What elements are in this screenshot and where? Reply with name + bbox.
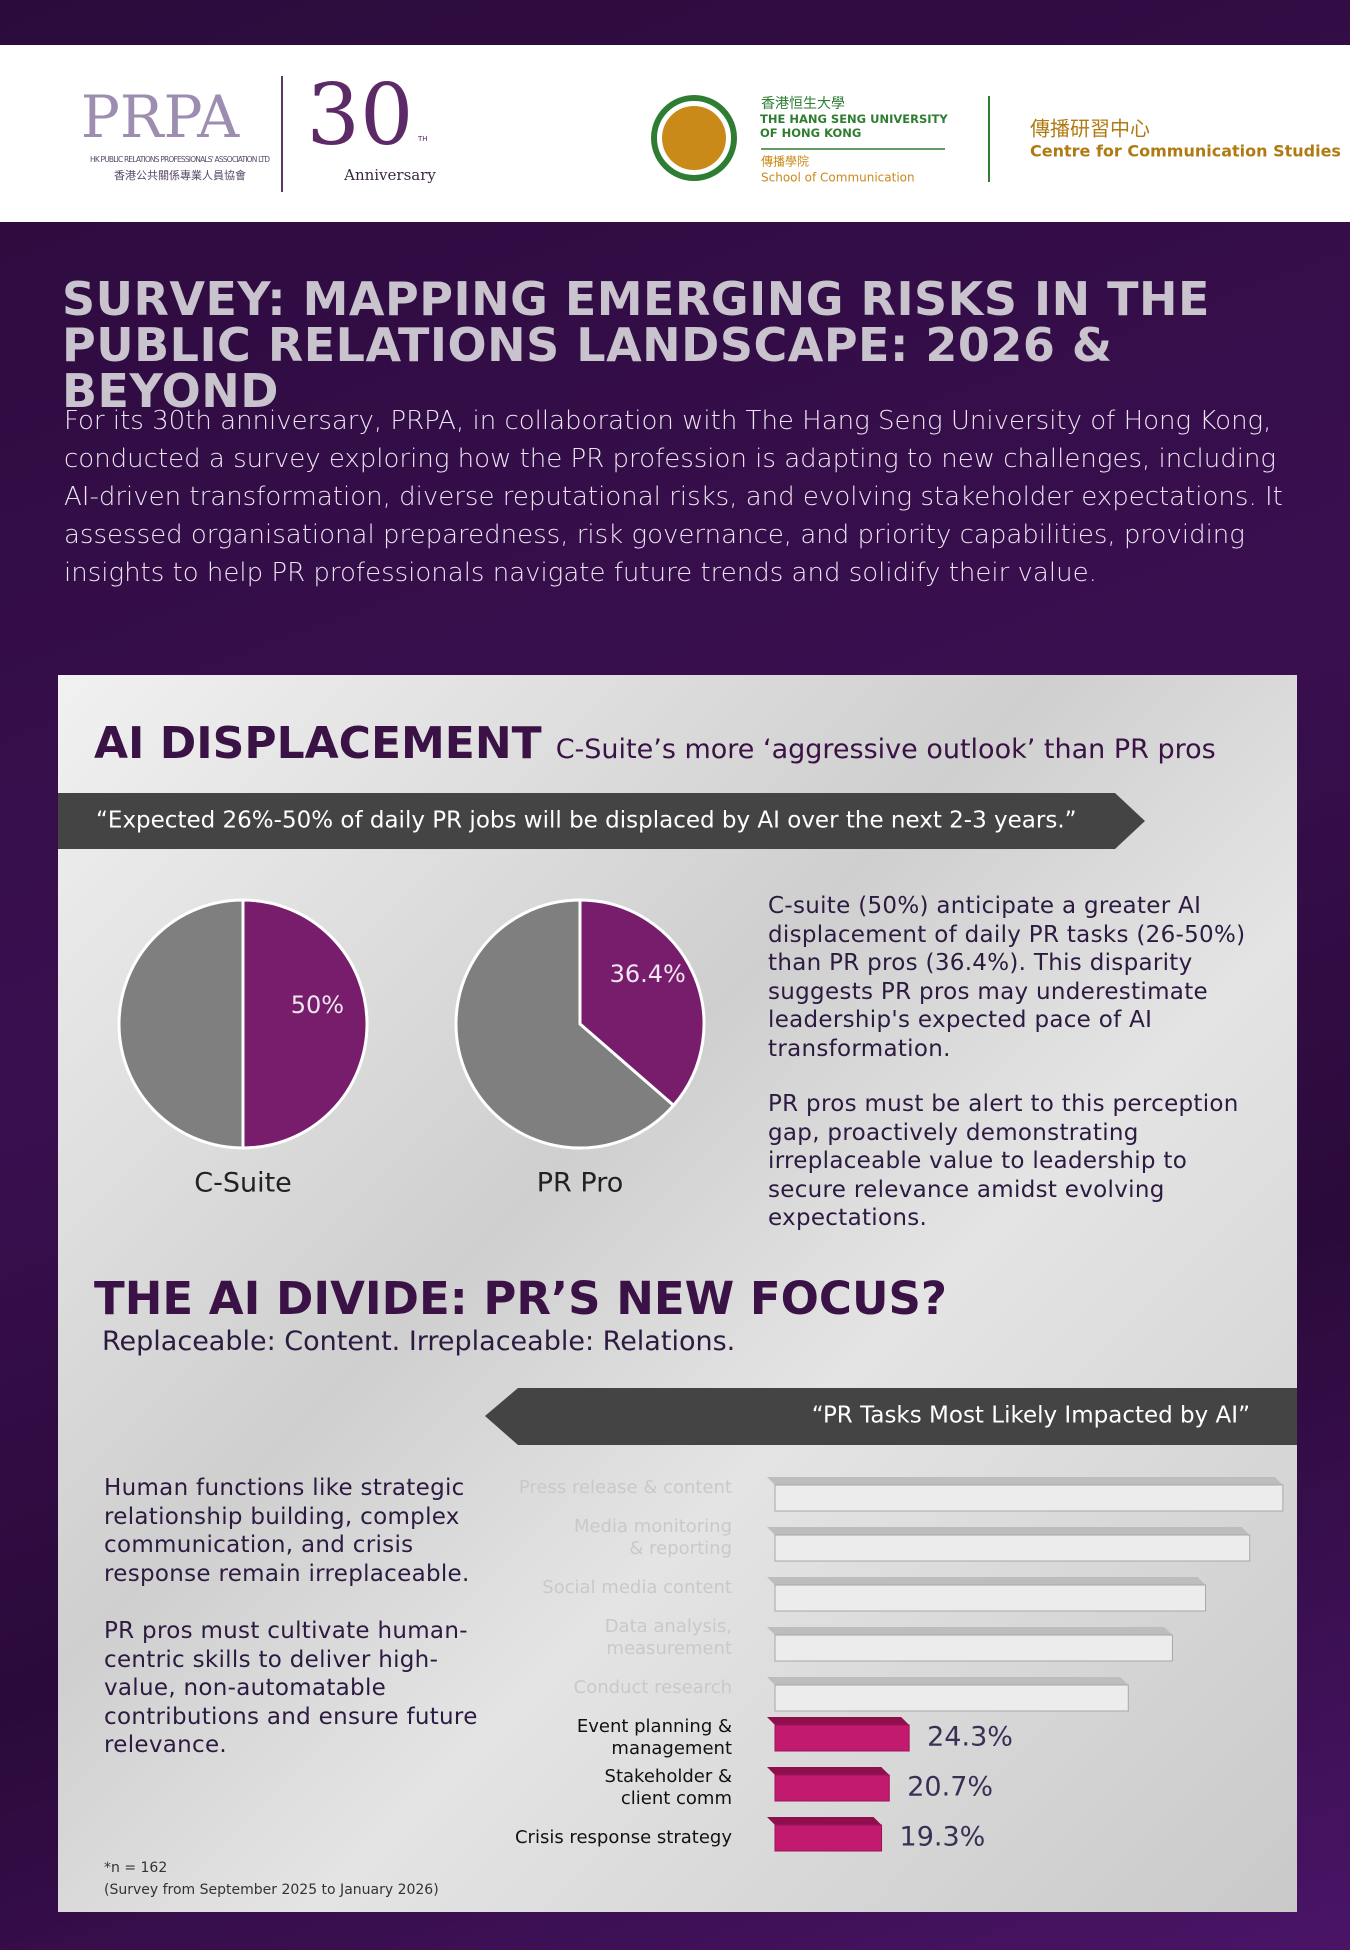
- university-zh: 香港恒生大學: [761, 96, 845, 112]
- bar: [774, 1724, 910, 1752]
- footnote: *n = 162: [104, 1860, 167, 1876]
- prpa-logo: PRPA: [81, 83, 240, 151]
- university: THE HANG SENG UNIVERSITY OF HONG KONG: [760, 112, 948, 140]
- bar-top: [767, 1477, 1283, 1485]
- pie-value-label: 50%: [291, 991, 344, 1019]
- quote-banner: [58, 793, 1145, 849]
- pie-slice: [454, 898, 676, 1150]
- university-box: THE HANG SENG UNIVERSITY OF HONG KONG: [760, 112, 948, 140]
- bar-banner-text: “PR Tasks Most Likely Impacted by AI”: [812, 1403, 1250, 1429]
- bar: [774, 1824, 883, 1852]
- category-label: Event planning & management: [577, 1716, 732, 1759]
- bar: [774, 1774, 890, 1802]
- section-heading-row: AI DISPLACEMENT C-Suite’s more ‘aggressi…: [94, 718, 1294, 769]
- anniversary-number: 30: [307, 66, 414, 164]
- category-label: Stakeholder & client comm: [605, 1766, 732, 1809]
- prpa-name-zh: 香港公共關係專業人員協會: [114, 168, 246, 182]
- paragraph: PR pros must be alert to this perception…: [768, 1091, 1239, 1231]
- section-subheading: C-Suite’s more ‘aggressive outlook’ than…: [555, 734, 1216, 765]
- category-label: Data analysis, measurement: [605, 1616, 732, 1659]
- intro: For its 30th anniversary, PRPA, in colla…: [64, 406, 1283, 588]
- bar-top: [767, 1577, 1206, 1585]
- category-label: Conduct research: [574, 1677, 732, 1698]
- quote: “Expected 26%-50% of daily PR jobs will …: [96, 808, 1077, 834]
- bar-top: [767, 1817, 882, 1825]
- section-heading: AI DISPLACEMENT: [94, 718, 542, 769]
- school: School of Communication: [761, 171, 915, 185]
- page-title: SURVEY: MAPPING EMERGING RISKS IN THE PU…: [62, 272, 1210, 418]
- bar-value-label: 20.7%: [907, 1772, 993, 1803]
- bar-top: [767, 1527, 1250, 1535]
- anniversary-suffix: TH: [417, 135, 428, 143]
- bar: [774, 1484, 1284, 1512]
- category-label: Social media content: [542, 1577, 732, 1598]
- pie-slice: [241, 898, 369, 1150]
- pie-value-label: 36.4%: [610, 960, 686, 988]
- centre: Centre for Communication Studies: [1030, 142, 1341, 161]
- footnote: (Survey from September 2025 to January 2…: [104, 1882, 439, 1898]
- anniversary-label: Anniversary: [343, 166, 436, 184]
- bar-top: [767, 1717, 910, 1725]
- bar-top: [767, 1767, 890, 1775]
- pie-title: PR Pro: [537, 1168, 623, 1199]
- section-subheading: Replaceable: Content. Irreplaceable: Rel…: [102, 1326, 736, 1357]
- bar-value-label: 24.3%: [927, 1722, 1013, 1753]
- school-zh: 傳播學院: [761, 155, 809, 169]
- section-heading: THE AI DIVIDE: PR’S NEW FOCUS?: [94, 1272, 948, 1325]
- hsu-logo: [662, 106, 726, 170]
- paragraph: Human functions like strategic relations…: [104, 1475, 470, 1587]
- bar: [774, 1684, 1129, 1712]
- bar: [774, 1634, 1173, 1662]
- bar-banner: [485, 1388, 1297, 1445]
- bar: [774, 1534, 1251, 1562]
- bar: [774, 1584, 1207, 1612]
- bar-value-label: 19.3%: [900, 1822, 986, 1853]
- prpa-name: HK PUBLIC RELATIONS PROFESSIONALS' ASSOC…: [90, 155, 270, 164]
- pie-title: C-Suite: [194, 1168, 292, 1199]
- paragraph: C-suite (50%) anticipate a greater AI di…: [768, 893, 1246, 1062]
- paragraph: PR pros must cultivate human-centric ski…: [104, 1618, 478, 1758]
- pie-slice: [117, 898, 245, 1150]
- centre-zh: 傳播研習中心: [1030, 117, 1150, 141]
- category-label: Press release & content: [519, 1477, 732, 1498]
- bar-top: [767, 1627, 1173, 1635]
- category-label: Crisis response strategy: [515, 1827, 732, 1848]
- category-label: Media monitoring & reporting: [574, 1516, 732, 1559]
- pie-slice: [578, 898, 706, 1108]
- bar-top: [767, 1677, 1129, 1685]
